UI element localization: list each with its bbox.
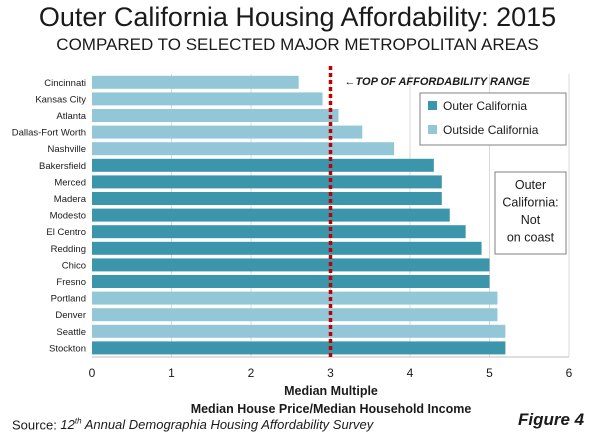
bar-merced xyxy=(92,175,442,189)
category-label: Stockton xyxy=(49,343,86,354)
x-tick-label-6: 6 xyxy=(566,366,573,380)
chart-title: Outer California Housing Affordability: … xyxy=(38,2,557,32)
category-label: Redding xyxy=(51,244,86,255)
x-tick-label-0: 0 xyxy=(89,366,96,380)
category-label: Kansas City xyxy=(35,94,86,105)
bar-dallas-fort-worth xyxy=(92,125,363,139)
category-label: Denver xyxy=(55,310,86,321)
bar-denver xyxy=(92,308,498,322)
bar-stockton xyxy=(92,341,506,355)
source-title: Annual Demographia Housing Affordability… xyxy=(81,417,374,433)
x-tick-label-2: 2 xyxy=(248,366,255,380)
category-label: El Centro xyxy=(46,227,86,238)
source-number: 12 xyxy=(60,417,75,433)
annotation-line: Not xyxy=(521,213,541,227)
bar-kansas-city xyxy=(92,92,323,106)
category-label: Portland xyxy=(51,294,86,305)
bar-el-centro xyxy=(92,225,466,239)
source-superscript: th xyxy=(74,417,82,426)
category-labels: Cincinnati Kansas City Atlanta Dallas-Fort … xyxy=(12,78,87,355)
category-label: Merced xyxy=(54,177,86,188)
category-label: Dallas-Fort Worth xyxy=(12,128,86,139)
chart-subtitle: COMPARED TO SELECTED MAJOR METROPOLITAN … xyxy=(56,35,539,54)
bar-modesto xyxy=(92,208,450,222)
x-tick-labels: 0 1 2 3 4 5 6 xyxy=(89,366,573,380)
category-label: Nashville xyxy=(47,144,86,155)
bar-bakersfield xyxy=(92,158,434,172)
bars xyxy=(92,75,506,355)
x-tick-label-1: 1 xyxy=(168,366,175,380)
bar-cincinnati xyxy=(92,75,299,89)
category-label: Atlanta xyxy=(56,111,86,122)
x-tick-label-4: 4 xyxy=(407,366,414,380)
annotation-line: on coast xyxy=(507,231,555,245)
source-note: Source: 12th Annual Demographia Housing … xyxy=(12,417,373,432)
x-tick-label-3: 3 xyxy=(327,366,334,380)
category-label: Modesto xyxy=(50,211,86,222)
legend-label-outer: Outer California xyxy=(443,99,527,113)
x-axis-label: Median Multiple xyxy=(284,384,378,398)
legend-label-outside: Outside California xyxy=(443,123,539,137)
figure-label: Figure 4 xyxy=(518,410,585,429)
bar-atlanta xyxy=(92,109,339,122)
legend: Outer California Outside California xyxy=(419,92,567,146)
source-prefix: Source: xyxy=(12,417,61,433)
category-label: Seattle xyxy=(56,327,86,338)
bar-nashville xyxy=(92,142,395,156)
x-tick-label-5: 5 xyxy=(486,366,493,380)
x-axis-sublabel: Median House Price/Median Household Inco… xyxy=(191,402,472,416)
bar-chico xyxy=(92,258,490,272)
bar-redding xyxy=(92,241,482,255)
bar-fresno xyxy=(92,275,490,288)
bar-seattle xyxy=(92,324,506,338)
legend-swatch-outer xyxy=(428,101,437,110)
bar-portland xyxy=(92,291,498,305)
annotation-line: Outer xyxy=(515,178,546,192)
legend-box xyxy=(419,92,567,146)
reference-line-label: ←TOP OF AFFORDABILITY RANGE xyxy=(345,76,531,88)
category-label: Fresno xyxy=(56,277,86,288)
annotation-box: Outer California: Not on coast xyxy=(494,171,567,255)
category-label: Madera xyxy=(54,194,87,205)
legend-swatch-outside xyxy=(428,125,437,134)
category-label: Bakersfield xyxy=(39,161,86,172)
category-label: Chico xyxy=(62,260,86,271)
annotation-border xyxy=(494,171,567,255)
category-label: Cincinnati xyxy=(44,78,86,89)
annotation-line: California: xyxy=(502,196,558,210)
bar-madera xyxy=(92,192,442,205)
